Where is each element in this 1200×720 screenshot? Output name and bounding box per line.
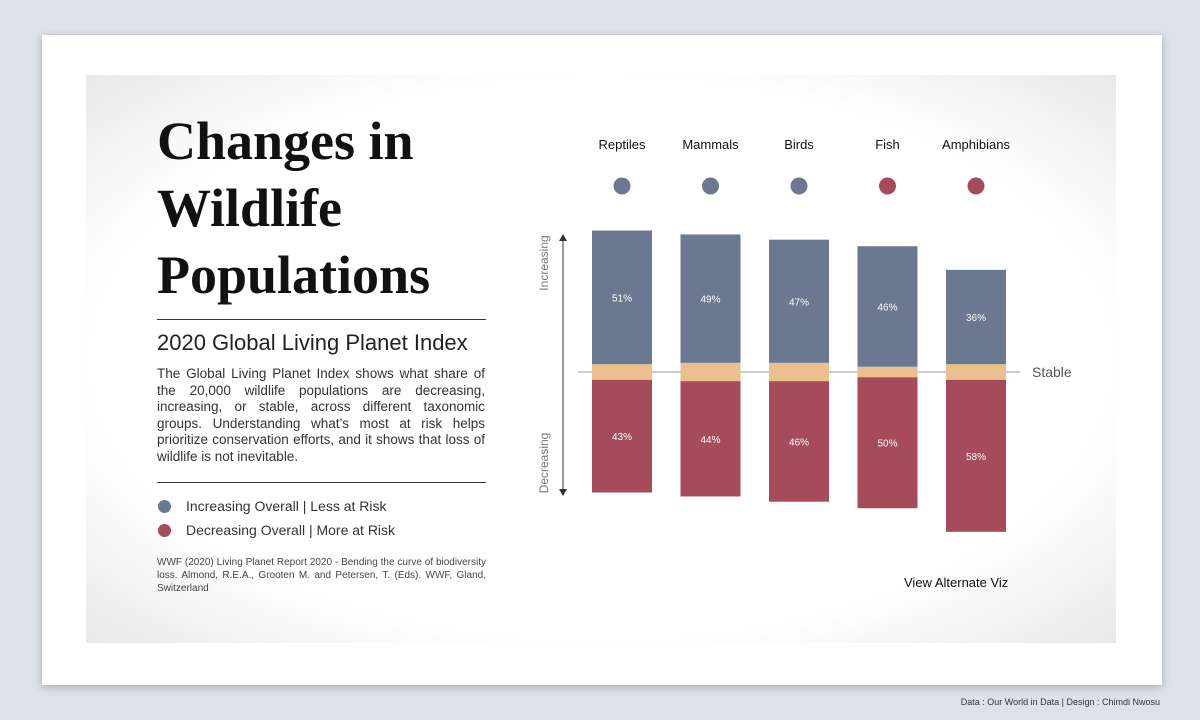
value-label: 43% (612, 432, 632, 443)
bar-stable (857, 366, 918, 378)
bar-increasing (680, 234, 741, 363)
legend-dot (158, 499, 171, 513)
arrow-head (559, 234, 567, 241)
category-label: Birds (784, 137, 814, 152)
description: The Global Living Planet Index shows wha… (157, 366, 485, 464)
value-label: 49% (700, 295, 720, 306)
value-label: 58% (966, 452, 986, 463)
footer: Data : Our World in Data | Design : Chim… (960, 697, 1160, 707)
category-label: Fish (875, 137, 900, 152)
source: WWF (2020) Living Planet Report 2020 - B… (157, 557, 486, 594)
value-label: 46% (877, 303, 897, 314)
category-label: Amphibians (942, 137, 1010, 152)
value-label: 47% (789, 297, 809, 308)
divider (157, 482, 486, 483)
category-label: Reptiles (599, 137, 646, 152)
subtitle: 2020 Global Living Planet Index (157, 330, 468, 355)
bar-decreasing (680, 381, 741, 497)
value-label: 50% (877, 439, 897, 450)
alternate-viz-link[interactable]: View Alternate Viz (904, 575, 1009, 590)
legend-label: Increasing Overall | Less at Risk (186, 498, 387, 514)
bar-decreasing (857, 377, 918, 509)
title: Changes in Wildlife Populations (157, 111, 431, 305)
status-dot (613, 177, 631, 195)
legend-dot (158, 523, 171, 537)
bar-increasing (769, 239, 829, 363)
bar-decreasing (769, 381, 829, 502)
status-dot (967, 177, 985, 195)
bar-stable (769, 362, 829, 382)
bar-decreasing (592, 379, 652, 493)
legend-label: Decreasing Overall | More at Risk (186, 522, 396, 538)
bar-increasing (946, 269, 1006, 365)
axis-label: Increasing (537, 235, 551, 290)
legend-item: Decreasing Overall | More at Risk (158, 522, 395, 538)
stable-label: Stable (1032, 364, 1072, 380)
bar-increasing (857, 246, 918, 367)
status-dot (879, 177, 896, 195)
bar-stable (680, 362, 741, 382)
value-label: 51% (612, 293, 632, 304)
value-label: 36% (966, 313, 986, 324)
arrow-head (559, 489, 567, 496)
axis-label: Decreasing (537, 433, 551, 494)
bar-stable (946, 364, 1006, 380)
bar-stable (592, 364, 652, 380)
status-dot (702, 177, 719, 195)
value-label: 46% (789, 437, 809, 448)
bar-increasing (592, 230, 652, 365)
status-dot (790, 177, 808, 195)
category-label: Mammals (682, 137, 739, 152)
legend-item: Increasing Overall | Less at Risk (158, 498, 387, 514)
bar-decreasing (946, 379, 1006, 532)
value-label: 44% (700, 435, 720, 446)
divider (157, 319, 486, 320)
